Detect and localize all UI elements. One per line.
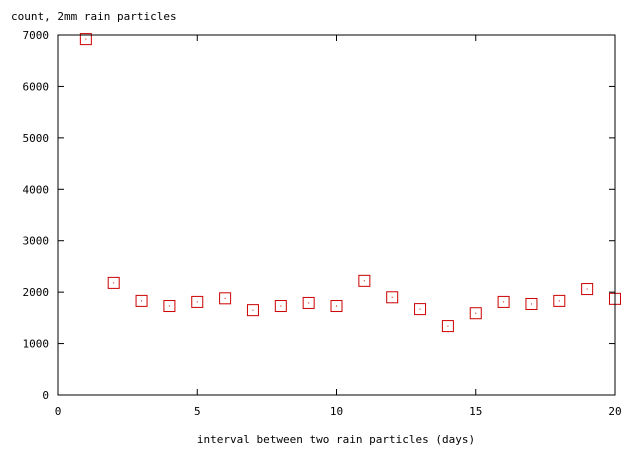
data-point-dot — [252, 309, 254, 311]
data-point-square — [302, 296, 315, 309]
data-point-dot — [530, 303, 532, 305]
data-point-square — [497, 295, 510, 308]
data-point — [330, 300, 343, 313]
plot-frame — [57, 34, 616, 396]
data-point — [581, 283, 594, 296]
data-point-square — [469, 307, 482, 320]
data-point-square — [163, 300, 176, 313]
data-point — [553, 294, 566, 307]
data-point-dot — [475, 312, 477, 314]
data-point-square — [135, 294, 148, 307]
x-tick-label: 10 — [330, 405, 343, 418]
data-point-dot — [586, 288, 588, 290]
data-point — [386, 291, 399, 304]
x-tick-label: 15 — [469, 405, 482, 418]
data-point-dot — [168, 305, 170, 307]
data-point-dot — [85, 38, 87, 40]
data-point-square — [79, 33, 92, 46]
data-point-dot — [363, 280, 365, 282]
data-point — [441, 320, 454, 333]
y-tick-label: 7000 — [23, 29, 50, 42]
data-point-dot — [391, 296, 393, 298]
data-point-square — [581, 283, 594, 296]
data-point-dot — [503, 301, 505, 303]
data-point-dot — [558, 300, 560, 302]
data-point — [163, 300, 176, 313]
data-point-square — [525, 297, 538, 310]
data-point-dot — [141, 300, 143, 302]
data-point-dot — [280, 305, 282, 307]
y-tick-label: 0 — [42, 389, 49, 402]
y-tick-label: 1000 — [23, 338, 50, 351]
data-point-square — [246, 304, 259, 317]
data-point-square — [553, 294, 566, 307]
data-point — [414, 303, 427, 316]
y-tick-label: 5000 — [23, 132, 50, 145]
data-point-square — [219, 292, 232, 305]
data-point-dot — [224, 297, 226, 299]
data-point — [358, 274, 371, 287]
data-point-square — [274, 300, 287, 313]
data-point-dot — [419, 308, 421, 310]
y-tick-label: 4000 — [23, 183, 50, 196]
data-point — [274, 300, 287, 313]
data-point — [525, 297, 538, 310]
x-tick-label: 5 — [194, 405, 201, 418]
data-point-dot — [336, 305, 337, 307]
y-axis-label: count, 2mm rain particles — [11, 10, 177, 23]
data-point-square — [107, 276, 120, 289]
x-axis-label: interval between two rain particles (day… — [197, 433, 475, 446]
data-point-square — [191, 295, 204, 308]
data-point — [79, 33, 92, 46]
data-point — [135, 294, 148, 307]
axis-ticks: 0 5 10 15 20 0 1000 2000 3000 4000 5000 6000 7000 — [23, 29, 622, 418]
y-tick-label: 2000 — [23, 286, 50, 299]
data-point-dot — [308, 302, 310, 304]
data-point-square — [330, 300, 343, 313]
data-point — [246, 304, 259, 317]
data-point — [107, 276, 120, 289]
data-point — [191, 295, 204, 308]
data-point — [219, 292, 232, 305]
data-point-square — [358, 274, 371, 287]
x-tick-label: 0 — [55, 405, 62, 418]
data-point-square — [441, 320, 454, 333]
x-tick-label: 20 — [608, 405, 621, 418]
data-point-dot — [447, 325, 449, 327]
y-tick-label: 6000 — [23, 80, 50, 93]
data-point-square — [414, 303, 427, 316]
data-point-dot — [196, 301, 198, 303]
data-point — [302, 296, 315, 309]
data-points — [79, 33, 621, 333]
data-point-square — [386, 291, 399, 304]
data-point — [469, 307, 482, 320]
data-point-dot — [113, 282, 115, 284]
y-tick-label: 3000 — [23, 235, 50, 248]
data-point — [497, 295, 510, 308]
